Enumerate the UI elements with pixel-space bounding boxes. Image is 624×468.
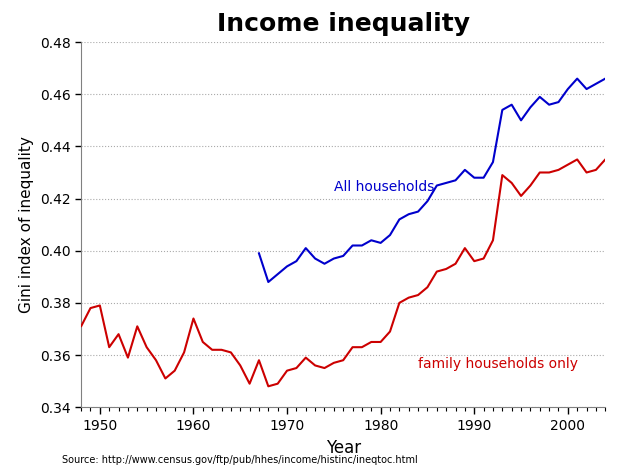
Title: Income inequality: Income inequality <box>217 12 470 36</box>
Y-axis label: Gini index of inequality: Gini index of inequality <box>19 136 34 313</box>
Text: All households: All households <box>334 180 434 194</box>
X-axis label: Year: Year <box>326 439 361 456</box>
Text: family households only: family households only <box>418 357 578 371</box>
Text: Source: http://www.census.gov/ftp/pub/hhes/income/histinc/ineqtoc.html: Source: http://www.census.gov/ftp/pub/hh… <box>62 455 418 465</box>
